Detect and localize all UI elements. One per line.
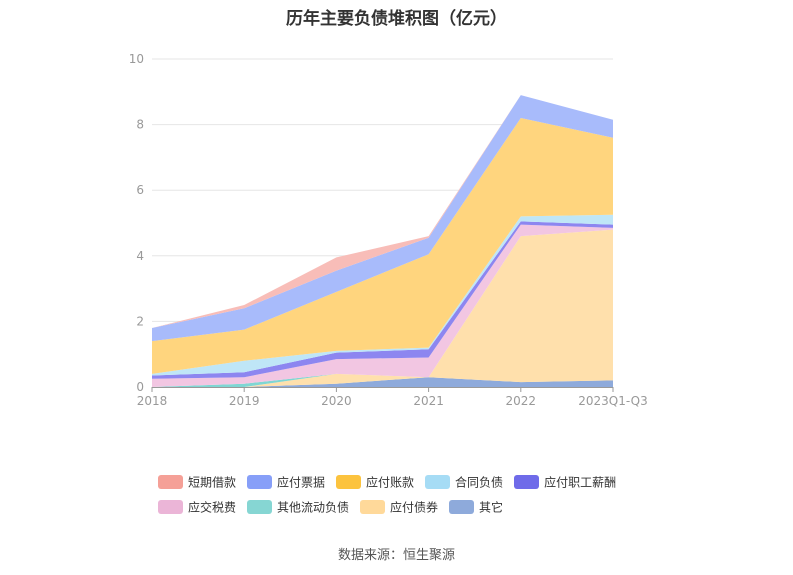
legend-item[interactable]: 应付职工薪酬 [514, 472, 616, 492]
y-tick-label: 8 [136, 118, 144, 132]
legend-swatch [158, 499, 183, 514]
x-tick-label: 2018 [137, 394, 168, 408]
area-series-0 [152, 377, 613, 387]
area-series-3 [152, 224, 613, 387]
area-series-layer [152, 95, 613, 387]
legend-label: 应付账款 [366, 475, 415, 490]
legend-item[interactable]: 合同负债 [425, 472, 503, 492]
legend-label: 其它 [479, 500, 504, 515]
legend: 短期借款 应付票据 应付账款 合同负债 应付职工薪酬应交税费 其他流动负债 应付债券 其它 [158, 472, 638, 522]
legend-swatch [247, 499, 273, 514]
y-tick-label: 6 [136, 183, 144, 197]
legend-swatch [336, 474, 362, 489]
legend-row: 短期借款 应付票据 应付账款 合同负债 应付职工薪酬 [158, 472, 638, 497]
y-tick-label: 0 [136, 380, 144, 394]
y-tick-label: 2 [136, 314, 144, 328]
legend-label: 应交税费 [188, 500, 237, 515]
y-tick-label: 4 [136, 249, 144, 263]
x-tick-label: 2019 [229, 394, 260, 408]
legend-item[interactable]: 应付票据 [247, 472, 325, 492]
legend-item[interactable]: 应交税费 [158, 497, 236, 517]
y-tick-label: 10 [129, 52, 144, 66]
axes: 0 2 4 6 8 10 2018 2019 2020 2021 2022 2023Q1-Q3 [129, 52, 648, 408]
legend-label: 合同负债 [455, 475, 504, 490]
legend-swatch [425, 474, 451, 489]
legend-item[interactable]: 应付账款 [336, 472, 414, 492]
x-tick-label: 2022 [506, 394, 537, 408]
legend-label: 短期借款 [188, 475, 237, 490]
x-tick-label: 2021 [413, 394, 444, 408]
x-tick-label: 2020 [321, 394, 352, 408]
area-series-7 [152, 95, 613, 342]
legend-label: 应付票据 [277, 475, 326, 490]
area-series-1 [152, 229, 613, 387]
x-tick-label: 2023Q1-Q3 [578, 394, 647, 408]
legend-label: 应付职工薪酬 [544, 475, 617, 490]
legend-row: 应交税费 其他流动负债 应付债券 其它 [158, 497, 638, 522]
chart-title: 历年主要负债堆积图（亿元） [286, 9, 507, 29]
data-source-note: 数据来源：恒生聚源 [337, 548, 455, 563]
legend-swatch [514, 474, 540, 489]
legend-item[interactable]: 其他流动负债 [247, 497, 349, 517]
legend-item[interactable]: 其它 [449, 497, 503, 517]
legend-item[interactable]: 应付债券 [360, 497, 438, 517]
legend-swatch [360, 499, 386, 514]
area-series-6 [152, 118, 613, 374]
legend-swatch [449, 499, 475, 514]
legend-label: 其他流动负债 [277, 500, 350, 515]
legend-item[interactable]: 短期借款 [158, 472, 236, 492]
legend-swatch [247, 474, 273, 489]
legend-swatch [158, 474, 183, 489]
legend-label: 应付债券 [390, 500, 439, 515]
